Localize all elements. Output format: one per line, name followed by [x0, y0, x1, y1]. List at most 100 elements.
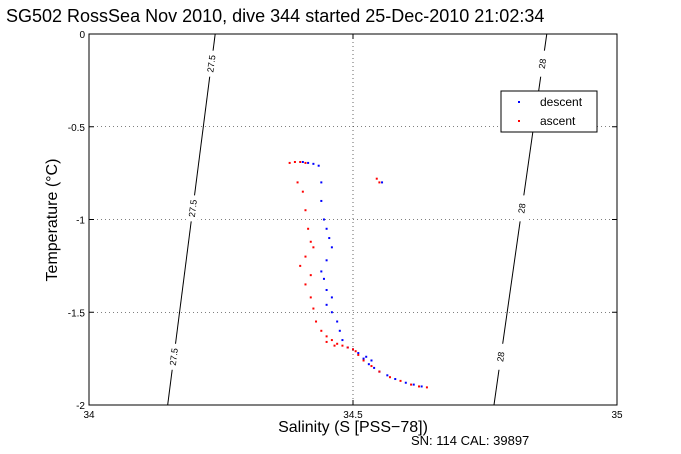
descent-point: [320, 199, 323, 202]
ascent-point: [354, 350, 357, 353]
descent-point: [325, 227, 328, 230]
x-tick-label: 34: [83, 410, 95, 421]
descent-point: [341, 339, 344, 342]
ascent-point: [288, 161, 291, 164]
descent-point: [312, 162, 315, 165]
descent-point: [336, 320, 339, 323]
ascent-point: [341, 344, 344, 347]
x-tick-label: 35: [611, 410, 623, 421]
ascent-point: [309, 240, 312, 243]
isopycnal-label: 28: [516, 203, 527, 214]
isopycnal-label-backdrop: [206, 50, 217, 77]
ascent-point: [304, 255, 307, 258]
legend-label-ascent: ascent: [540, 114, 576, 128]
isopycnal-label: 27.5: [168, 347, 180, 366]
y-tick-label: 0: [79, 30, 85, 41]
legend: descent ascent: [500, 90, 598, 133]
isopycnal-label: 28: [537, 58, 548, 69]
ascent-point: [333, 344, 336, 347]
descent-point: [373, 366, 376, 369]
legend-marker-descent: [518, 101, 520, 103]
descent-point: [330, 246, 333, 249]
ascent-point: [346, 346, 349, 349]
legend-marker-ascent: [518, 120, 520, 122]
ascent-point: [296, 181, 299, 184]
descent-point: [338, 329, 341, 332]
serial-calibration-note: SN: 114 CAL: 39897: [411, 433, 529, 448]
descent-point: [320, 181, 323, 184]
ascent-point: [299, 160, 302, 163]
ascent-point: [309, 296, 312, 299]
ascent-point: [309, 274, 312, 277]
ascent-point: [370, 365, 373, 368]
descent-point: [367, 363, 370, 366]
ascent-point: [301, 190, 304, 193]
ascent-point: [320, 329, 323, 332]
data-points: [288, 160, 428, 389]
ascent-point: [336, 342, 339, 345]
ascent-point: [312, 246, 315, 249]
descent-point: [328, 237, 331, 240]
ascent-point: [304, 283, 307, 286]
descent-point: [386, 374, 389, 377]
ascent-point: [352, 348, 354, 351]
y-tick-label: -1: [76, 216, 85, 227]
y-tick-label: -2: [76, 401, 85, 412]
descent-point: [330, 296, 333, 299]
descent-point: [412, 383, 415, 386]
ascent-point: [378, 181, 381, 184]
y-tick-label: -1.5: [68, 308, 86, 319]
ascent-point: [357, 353, 360, 356]
descent-point: [320, 270, 323, 273]
ascent-point: [425, 386, 428, 389]
chart-title: SG502 RossSea Nov 2010, dive 344 started…: [6, 6, 544, 26]
legend-box: [500, 90, 598, 133]
descent-point: [325, 288, 328, 291]
ascent-point: [304, 209, 307, 212]
descent-point: [370, 359, 373, 362]
y-tick-label: -0.5: [68, 123, 86, 134]
descent-point: [404, 381, 407, 384]
axis-ticks: 34 34.5 35 0 -0.5 -1 -1.5 -2: [68, 30, 623, 421]
descent-point: [307, 161, 310, 164]
isopycnal-label-backdrop: [168, 343, 179, 370]
x-tick-label: 34.5: [343, 410, 363, 421]
ascent-point: [299, 264, 302, 267]
descent-point: [420, 385, 423, 388]
isopycnal-label-backdrop: [537, 50, 548, 77]
descent-point: [325, 303, 328, 306]
descent-point: [322, 277, 325, 280]
isopycnal-label: 28: [495, 351, 506, 362]
x-axis-label: Salinity (S [PSS−78]): [278, 419, 428, 436]
isopycnal-label-backdrop: [495, 343, 506, 370]
ascent-point: [312, 307, 315, 310]
ascent-point: [293, 160, 296, 163]
ascent-point: [330, 339, 333, 342]
isopycnal-label: 27.5: [205, 54, 217, 73]
descent-point: [317, 164, 320, 167]
ascent-point: [325, 340, 328, 343]
ascent-point: [362, 359, 365, 362]
descent-point: [322, 218, 325, 221]
ascent-point: [325, 335, 328, 338]
ascent-point: [304, 161, 307, 164]
ascent-point: [307, 227, 310, 230]
descent-point: [330, 311, 333, 314]
ascent-point: [388, 376, 391, 379]
ascent-point: [410, 383, 413, 386]
descent-point: [301, 160, 304, 163]
ascent-point: [378, 370, 381, 373]
ascent-point: [375, 177, 378, 180]
descent-point: [394, 378, 397, 381]
ascent-point: [399, 379, 402, 382]
descent-point: [365, 355, 368, 358]
isopycnal-label: 27.5: [187, 199, 199, 218]
descent-point: [362, 357, 365, 360]
isopycnal-label-backdrop: [187, 195, 198, 222]
descent-point: [357, 352, 360, 355]
isopycnal-label-backdrop: [516, 195, 527, 222]
y-axis-label: Temperature (°C): [44, 159, 61, 282]
descent-point: [381, 181, 384, 184]
descent-point: [325, 259, 328, 262]
